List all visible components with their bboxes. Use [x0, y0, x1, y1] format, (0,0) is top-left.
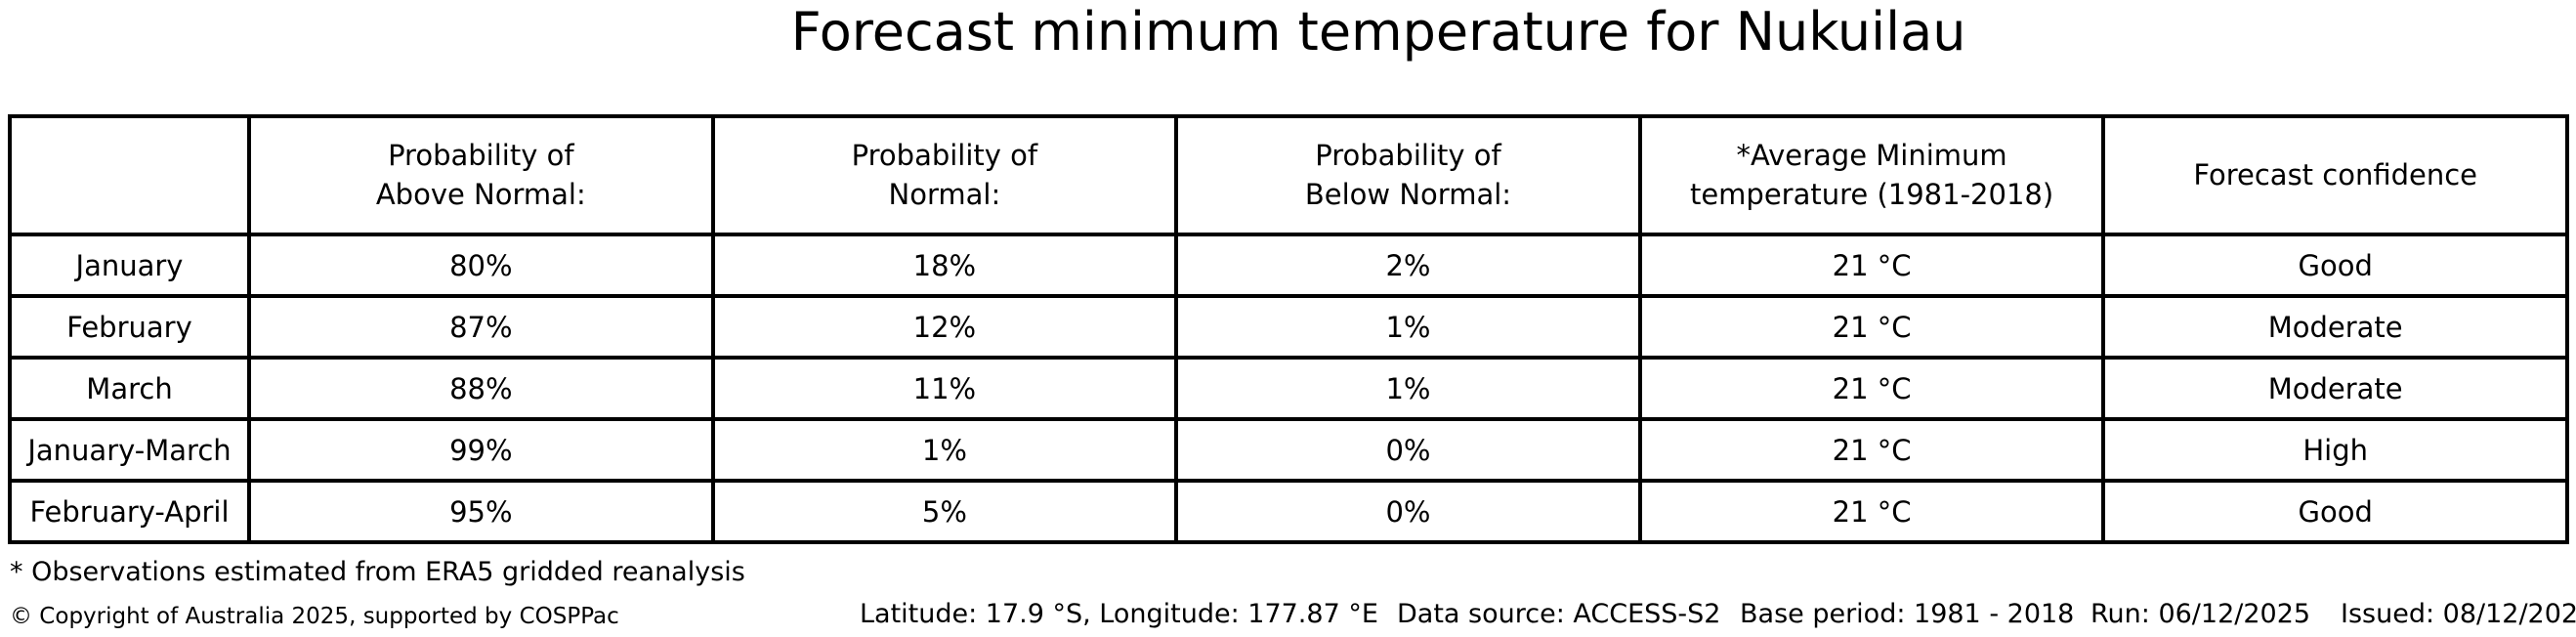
header-above-normal: Probability of Above Normal:	[247, 114, 715, 236]
cell-normal: 5%	[710, 479, 1179, 544]
forecast-table: Probability of Above Normal: Probability…	[8, 114, 2569, 544]
cell-avg-min-temp: 21 °C	[1637, 294, 2106, 360]
cell-confidence: Moderate	[2101, 294, 2569, 360]
data-source-text: Data source: ACCESS-S2	[1397, 599, 1721, 629]
header-normal: Probability of Normal:	[710, 114, 1179, 236]
cell-avg-min-temp: 21 °C	[1637, 417, 2106, 483]
location-text: Latitude: 17.9 °S, Longitude: 177.87 °E	[860, 599, 1378, 629]
cell-below-normal: 1%	[1174, 356, 1642, 421]
observations-footnote: * Observations estimated from ERA5 gridd…	[10, 557, 745, 587]
cell-above-normal: 88%	[247, 356, 715, 421]
row-period: February	[8, 294, 251, 360]
cell-confidence: Moderate	[2101, 356, 2569, 421]
table-row: January 80% 18% 2% 21 °C Good	[8, 233, 2569, 298]
cell-above-normal: 95%	[247, 479, 715, 544]
cell-confidence: High	[2101, 417, 2569, 483]
header-avg-min-temp: *Average Minimum temperature (1981-2018)	[1637, 114, 2106, 236]
cell-below-normal: 0%	[1174, 417, 1642, 483]
cell-above-normal: 87%	[247, 294, 715, 360]
cell-normal: 12%	[710, 294, 1179, 360]
cell-confidence: Good	[2101, 479, 2569, 544]
run-date-text: Run: 06/12/2025	[2090, 599, 2311, 629]
cell-avg-min-temp: 21 °C	[1637, 233, 2106, 298]
page-title: Forecast minimum temperature for Nukuila…	[790, 1, 1966, 63]
row-period: January	[8, 233, 251, 298]
cell-below-normal: 0%	[1174, 479, 1642, 544]
cell-confidence: Good	[2101, 233, 2569, 298]
base-period-text: Base period: 1981 - 2018	[1740, 599, 2075, 629]
table-row: January-March 99% 1% 0% 21 °C High	[8, 417, 2569, 483]
table-row: February 87% 12% 1% 21 °C Moderate	[8, 294, 2569, 360]
table-header-row: Probability of Above Normal: Probability…	[8, 114, 2569, 236]
cell-below-normal: 1%	[1174, 294, 1642, 360]
cell-normal: 18%	[710, 233, 1179, 298]
cell-above-normal: 99%	[247, 417, 715, 483]
copyright-text: © Copyright of Australia 2025, supported…	[10, 604, 619, 629]
row-period: January-March	[8, 417, 251, 483]
header-below-normal: Probability of Below Normal:	[1174, 114, 1642, 236]
header-forecast-confidence: Forecast confidence	[2101, 114, 2569, 236]
cell-avg-min-temp: 21 °C	[1637, 479, 2106, 544]
cell-avg-min-temp: 21 °C	[1637, 356, 2106, 421]
cell-below-normal: 2%	[1174, 233, 1642, 298]
table-row: March 88% 11% 1% 21 °C Moderate	[8, 356, 2569, 421]
table-corner-cell	[8, 114, 251, 236]
cell-normal: 11%	[710, 356, 1179, 421]
issued-date-text: Issued: 08/12/2025	[2341, 599, 2576, 629]
table-row: February-April 95% 5% 0% 21 °C Good	[8, 479, 2569, 544]
cell-normal: 1%	[710, 417, 1179, 483]
row-period: March	[8, 356, 251, 421]
cell-above-normal: 80%	[247, 233, 715, 298]
row-period: February-April	[8, 479, 251, 544]
